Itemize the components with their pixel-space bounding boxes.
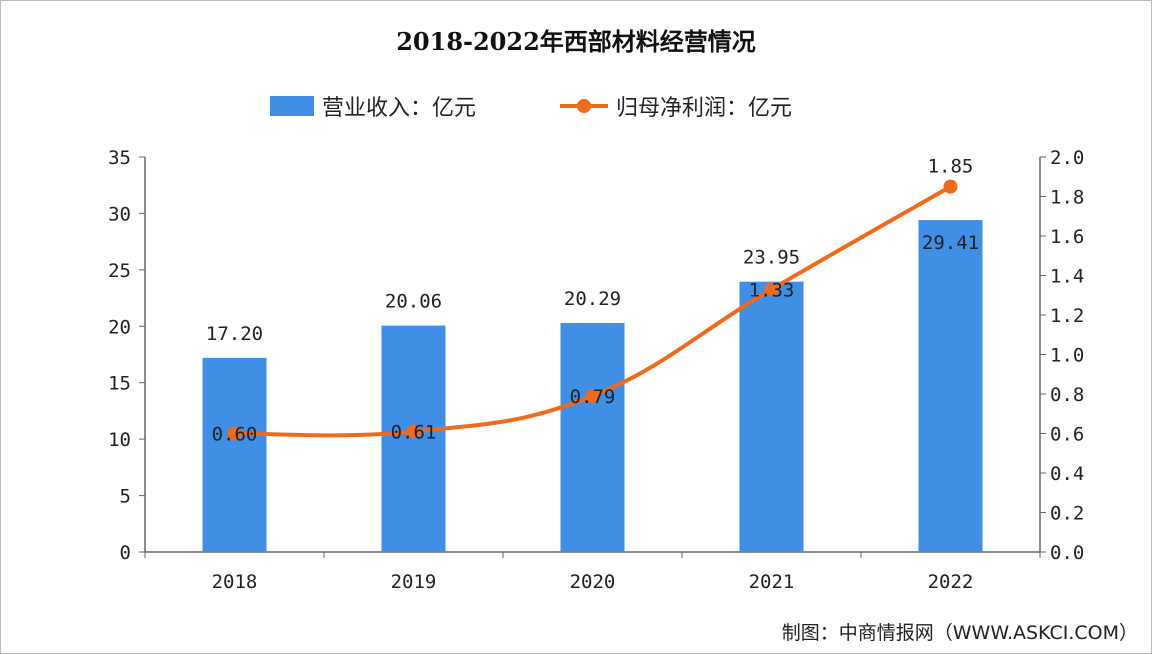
- line-value-label: 0.79: [570, 386, 616, 408]
- right-tick-label: 1.2: [1050, 305, 1084, 327]
- right-tick-label: 0.6: [1050, 424, 1084, 446]
- legend-line-swatch: [560, 99, 609, 113]
- right-tick-label: 0.8: [1050, 384, 1084, 406]
- legend-bar-swatch: [270, 96, 314, 116]
- x-tick-label: 2018: [212, 571, 258, 593]
- profit-point-2020: [585, 388, 600, 403]
- legend: 营业收入：亿元 归母净利润：亿元: [270, 90, 792, 122]
- x-tick-label: 2020: [570, 571, 616, 593]
- profit-point-2018: [227, 426, 242, 441]
- line-value-label: 0.61: [391, 422, 437, 444]
- legend-label-profit: 归母净利润：亿元: [616, 96, 793, 121]
- left-tick-label: 5: [120, 486, 131, 508]
- left-tick-label: 35: [108, 147, 131, 169]
- legend-label-revenue: 营业收入：亿元: [322, 96, 477, 121]
- bar-value-label: 29.41: [922, 232, 979, 254]
- bar-2020: [560, 323, 625, 552]
- left-tick-label: 0: [120, 542, 131, 564]
- right-tick-label: 1.0: [1050, 345, 1084, 367]
- bar-2018: [202, 357, 267, 552]
- right-tick-label: 1.6: [1050, 226, 1084, 248]
- right-tick-label: 0.4: [1050, 463, 1084, 485]
- right-tick-label: 1.8: [1050, 187, 1084, 209]
- bar-2019: [381, 325, 446, 552]
- line-value-label: 1.85: [928, 156, 974, 178]
- left-tick-label: 15: [108, 373, 131, 395]
- right-tick-label: 0.0: [1050, 542, 1084, 564]
- source-note: 制图：中商情报网（WWW.ASKCI.COM）: [781, 622, 1138, 644]
- x-tick-label: 2022: [928, 571, 974, 593]
- bar-2022: [918, 220, 983, 552]
- profit-point-2022: [943, 179, 958, 194]
- right-tick-label: 0.2: [1050, 503, 1084, 525]
- left-tick-label: 10: [108, 429, 131, 451]
- bar-2021: [739, 281, 804, 552]
- left-tick-label: 20: [108, 316, 131, 338]
- right-tick-label: 1.4: [1050, 266, 1084, 288]
- bar-value-label: 20.29: [564, 288, 621, 310]
- line-value-label: 1.33: [749, 279, 795, 301]
- right-tick-label: 2.0: [1050, 147, 1084, 169]
- bar-value-label: 20.06: [385, 291, 442, 313]
- left-tick-label: 30: [108, 203, 131, 225]
- bar-value-label: 17.20: [206, 323, 263, 345]
- bar-value-label: 23.95: [743, 247, 800, 269]
- x-tick-label: 2019: [391, 571, 437, 593]
- left-tick-label: 25: [108, 260, 131, 282]
- chart-title: 2018-2022年西部材料经营情况: [396, 27, 756, 56]
- x-tick-label: 2021: [749, 571, 795, 593]
- profit-point-2021: [764, 282, 779, 297]
- line-value-label: 0.60: [212, 424, 258, 446]
- profit-point-2019: [406, 424, 421, 439]
